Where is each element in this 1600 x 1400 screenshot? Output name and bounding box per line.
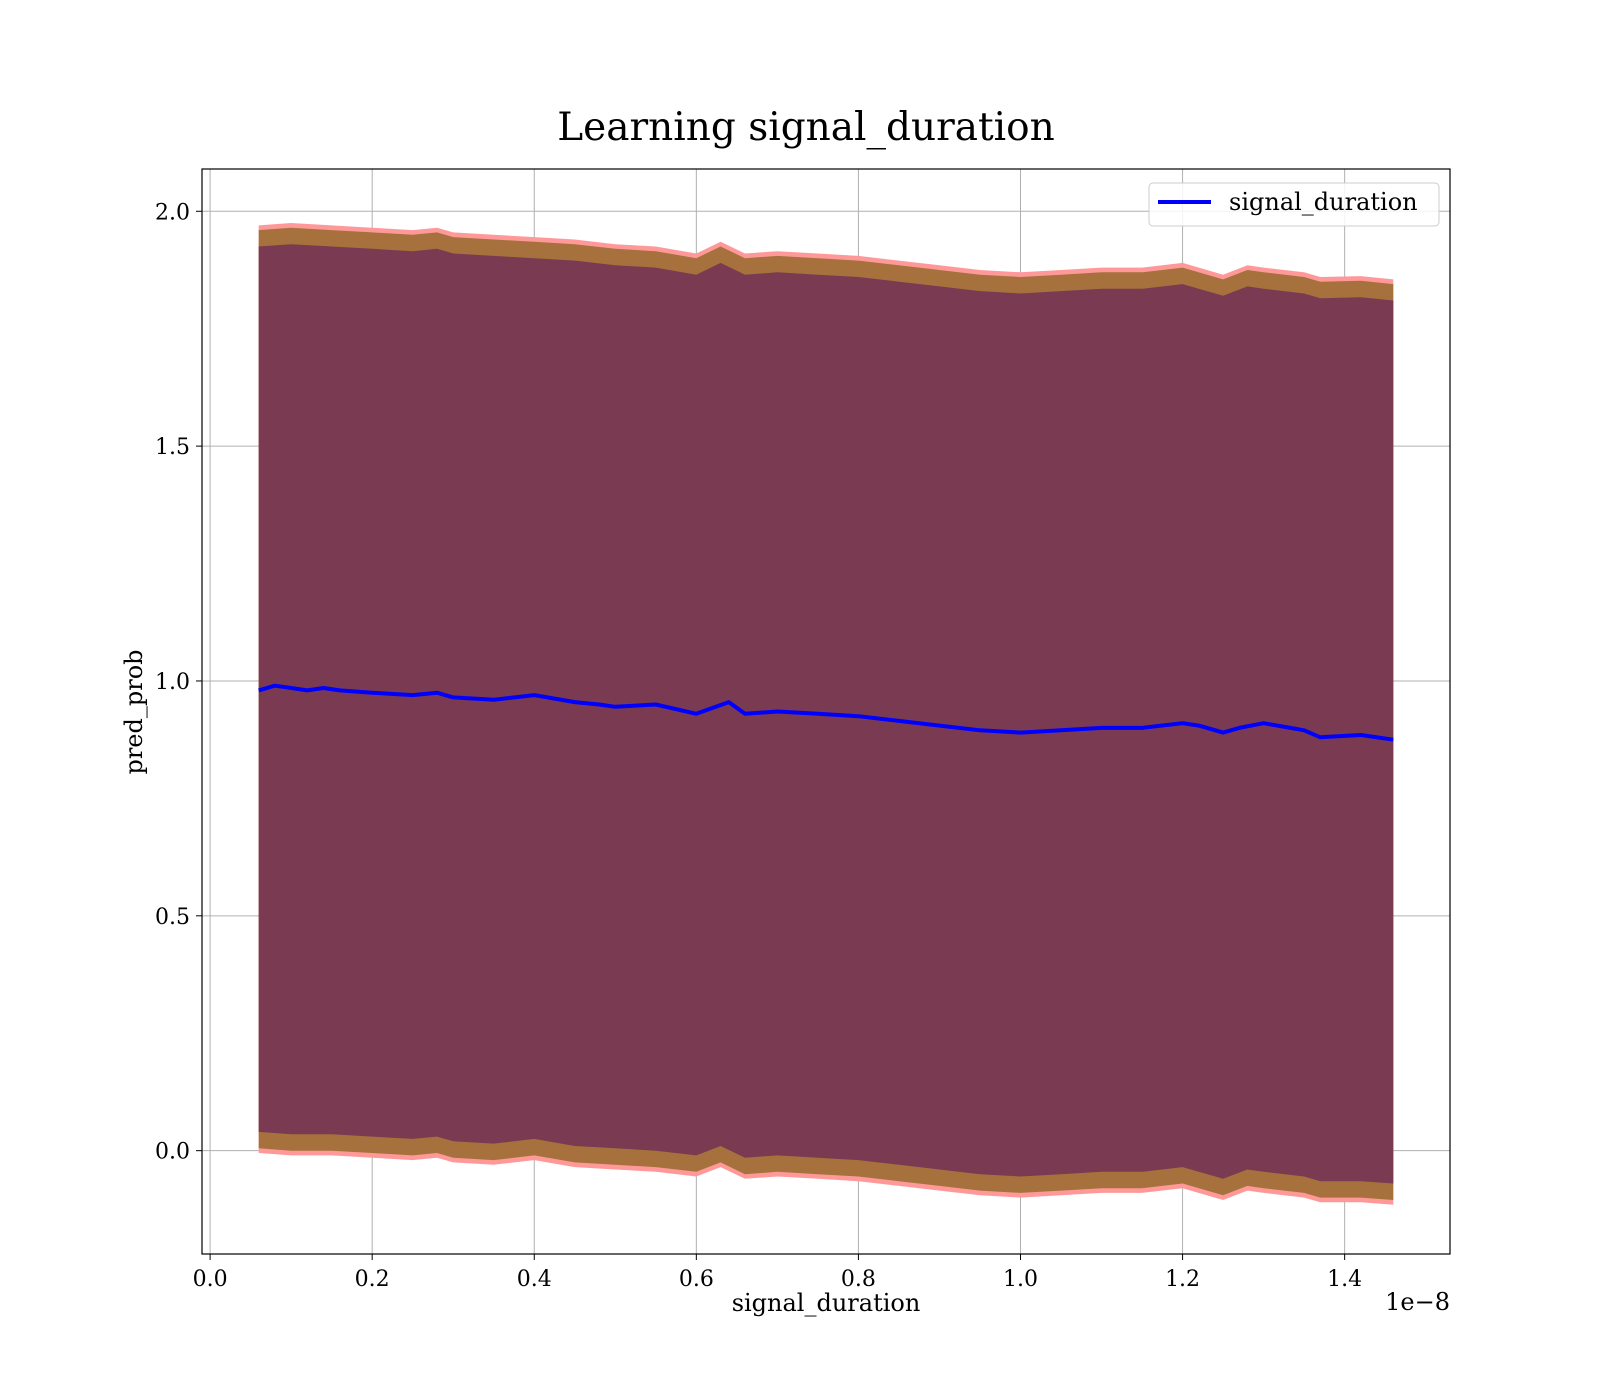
x-axis-label: signal_duration [732, 1289, 921, 1317]
y-tick-label: 1.0 [155, 670, 190, 695]
x-tick-label: 0.0 [193, 1267, 228, 1292]
y-axis-ticks: 0.0 0.5 1.0 1.5 2.0 [155, 200, 202, 1165]
x-tick-label: 0.4 [517, 1267, 552, 1292]
x-axis-offset-label: 1e−8 [1385, 1288, 1450, 1316]
series-lines [258, 683, 1394, 742]
y-tick-label: 2.0 [155, 200, 190, 225]
plot-frame [201, 168, 1451, 1255]
x-tick-label: 1.2 [1165, 1267, 1200, 1292]
y-tick-label: 0.0 [155, 1140, 190, 1165]
legend: signal_duration [1148, 182, 1440, 227]
x-tick-label: 0.6 [679, 1267, 714, 1292]
legend-box [1148, 182, 1440, 227]
x-tick-label: 1.4 [1327, 1267, 1362, 1292]
legend-label: signal_duration [1229, 188, 1418, 216]
x-tick-label: 0.8 [841, 1267, 876, 1292]
y-tick-label: 1.5 [155, 435, 190, 460]
y-axis-label: pred_prob [120, 649, 148, 774]
chart-title: Learning signal_duration [557, 105, 1054, 150]
x-tick-label: 1.0 [1003, 1267, 1038, 1292]
x-axis-ticks: 0.0 0.2 0.4 0.6 0.8 1.0 1.2 1.4 [193, 1254, 1362, 1292]
x-tick-label: 0.2 [355, 1267, 390, 1292]
plot-area [201, 168, 1451, 1255]
series-line [258, 683, 1394, 742]
y-tick-label: 0.5 [155, 905, 190, 930]
